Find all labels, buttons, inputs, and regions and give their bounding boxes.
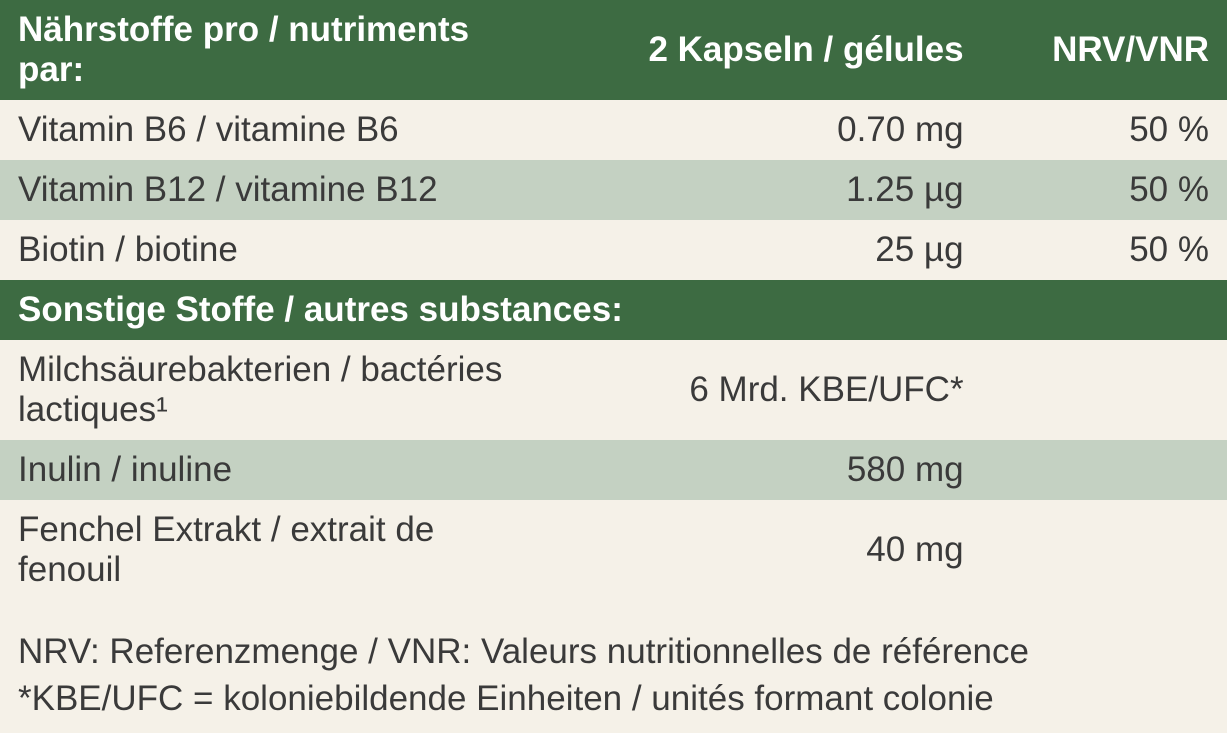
- substance-nrv: [982, 440, 1227, 500]
- nutrient-name: Biotin / biotine: [0, 220, 552, 280]
- header-nutrients: Nährstoffe pro / nutriments par:: [0, 0, 552, 100]
- substance-amount: 580 mg: [552, 440, 981, 500]
- nutrient-nrv: 50 %: [982, 160, 1227, 220]
- table-row: Inulin / inuline 580 mg: [0, 440, 1227, 500]
- nutrient-name: Vitamin B12 / vitamine B12: [0, 160, 552, 220]
- table-row: Vitamin B12 / vitamine B12 1.25 µg 50 %: [0, 160, 1227, 220]
- header-amount: 2 Kapseln / gélules: [552, 0, 981, 100]
- table-row: Vitamin B6 / vitamine B6 0.70 mg 50 %: [0, 100, 1227, 160]
- header-nrv: NRV/VNR: [982, 0, 1227, 100]
- nutrient-amount: 25 µg: [552, 220, 981, 280]
- table-row: Milchsäurebakterien / bactéries lactique…: [0, 340, 1227, 440]
- footnote-nrv: NRV: Referenzmenge / VNR: Valeurs nutrit…: [18, 628, 1209, 675]
- nutrient-nrv: 50 %: [982, 220, 1227, 280]
- substance-nrv: [982, 340, 1227, 440]
- nutrient-name: Vitamin B6 / vitamine B6: [0, 100, 552, 160]
- substance-amount: 40 mg: [552, 500, 981, 600]
- nutrient-nrv: 50 %: [982, 100, 1227, 160]
- section-title: Sonstige Stoffe / autres substances:: [0, 280, 1227, 340]
- substance-nrv: [982, 500, 1227, 600]
- table-row: Fenchel Extrakt / extrait de fenouil 40 …: [0, 500, 1227, 600]
- nutrient-amount: 1.25 µg: [552, 160, 981, 220]
- footnotes: NRV: Referenzmenge / VNR: Valeurs nutrit…: [0, 600, 1227, 733]
- other-substances-header-row: Sonstige Stoffe / autres substances:: [0, 280, 1227, 340]
- footnote-kbe: *KBE/UFC = koloniebildende Einheiten / u…: [18, 675, 1209, 722]
- substance-amount: 6 Mrd. KBE/UFC*: [552, 340, 981, 440]
- substance-name: Milchsäurebakterien / bactéries lactique…: [0, 340, 552, 440]
- nutrient-amount: 0.70 mg: [552, 100, 981, 160]
- substance-name: Inulin / inuline: [0, 440, 552, 500]
- table-row: Biotin / biotine 25 µg 50 %: [0, 220, 1227, 280]
- substance-name: Fenchel Extrakt / extrait de fenouil: [0, 500, 552, 600]
- nutrition-table: Nährstoffe pro / nutriments par: 2 Kapse…: [0, 0, 1227, 600]
- nutrients-header-row: Nährstoffe pro / nutriments par: 2 Kapse…: [0, 0, 1227, 100]
